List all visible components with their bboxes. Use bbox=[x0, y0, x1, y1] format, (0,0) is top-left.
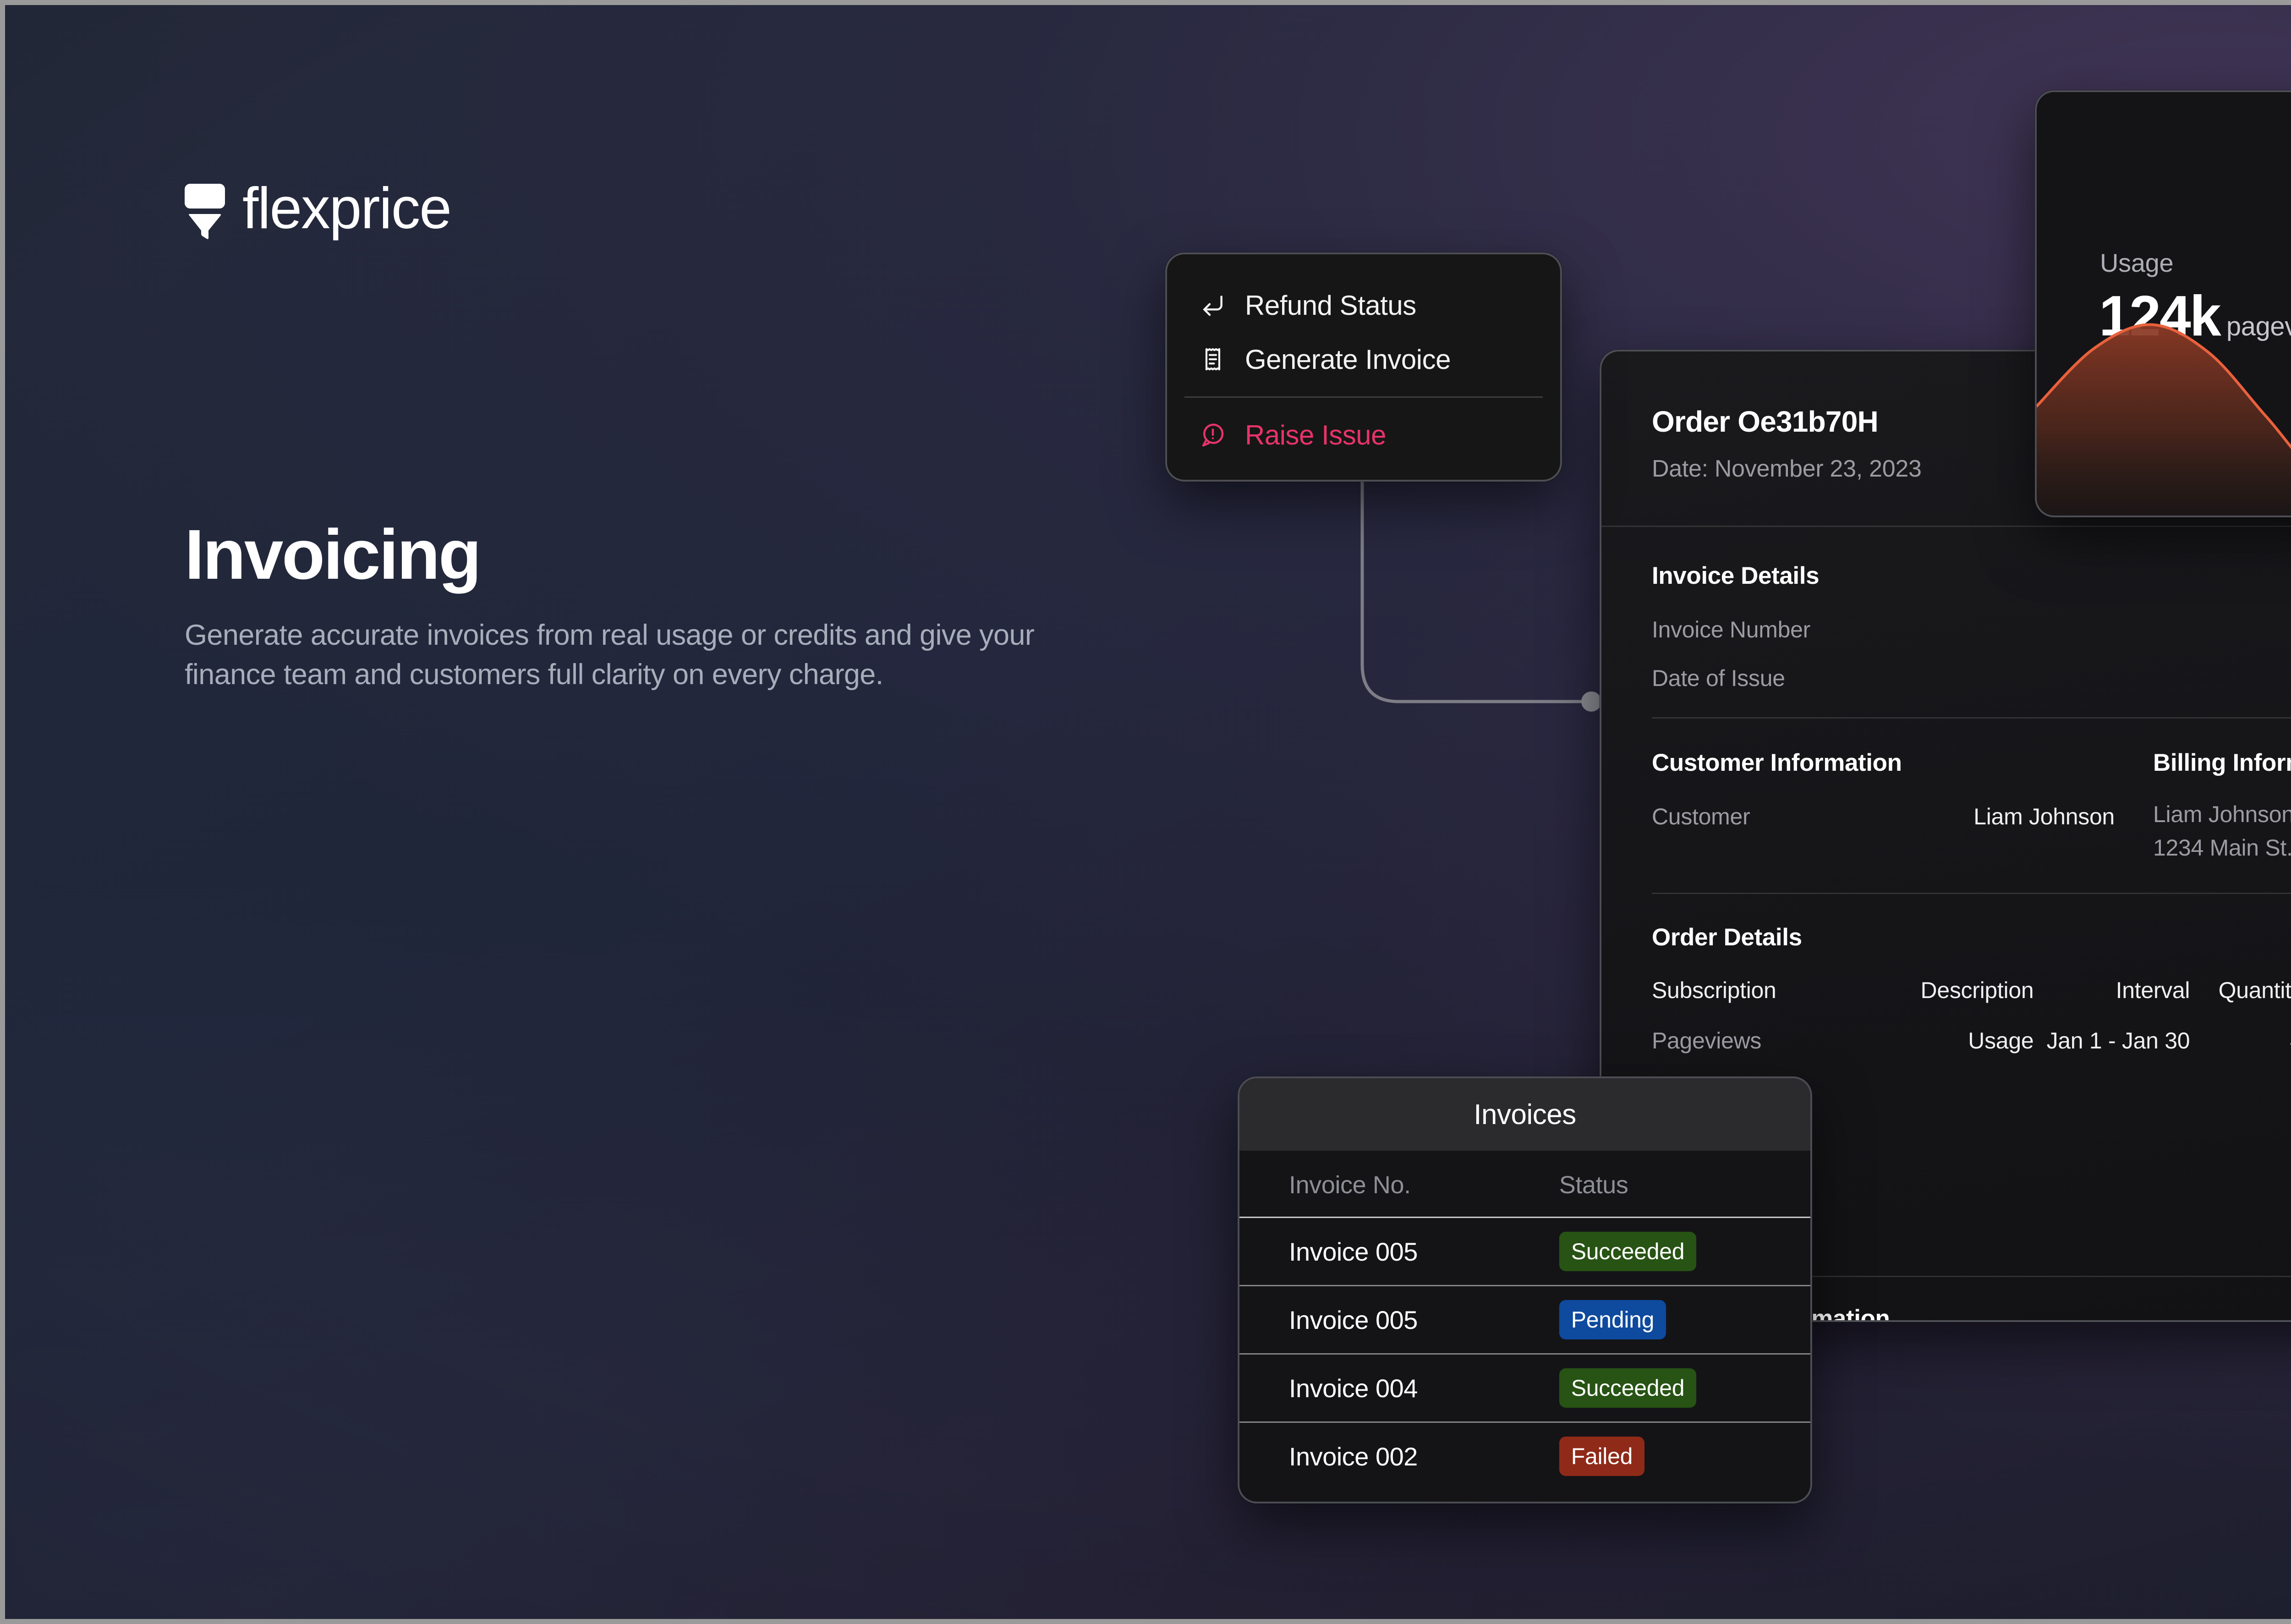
invoice-no: Invoice 004 bbox=[1289, 1373, 1418, 1403]
invoice-details-heading: Invoice Details bbox=[1652, 562, 1820, 589]
connector-line bbox=[1360, 472, 1601, 712]
divider bbox=[1601, 526, 2291, 527]
brand-logo: flexprice bbox=[185, 179, 1170, 242]
usage-unit: pageviews bbox=[2226, 312, 2291, 341]
col-description: Description bbox=[1920, 977, 2034, 1003]
usage-label: Usage bbox=[2100, 248, 2174, 277]
table-row: Pageviews Usage Jan 1 - Jan 30 4 $120 $2… bbox=[1652, 1027, 2291, 1054]
menu-item-generate-invoice[interactable]: Generate Invoice bbox=[1167, 332, 1560, 386]
canvas: flexprice Invoicing Generate accurate in… bbox=[5, 5, 2291, 1619]
invoice-number-label: Invoice Number bbox=[1652, 617, 1810, 642]
customer-value: Liam Johnson bbox=[1973, 804, 2115, 829]
hero-section: flexprice Invoicing Generate accurate in… bbox=[185, 179, 1170, 695]
col-subscription: Subscription bbox=[1652, 977, 1776, 1003]
billing-information-heading: Billing Information bbox=[2153, 749, 2291, 776]
cell-description: Usage bbox=[1968, 1028, 2034, 1053]
cell-quantity: 4 bbox=[2190, 1027, 2291, 1054]
message-circle-warning-icon bbox=[1202, 423, 1224, 447]
page-title: Invoicing bbox=[185, 515, 482, 594]
status-badge: Failed bbox=[1559, 1437, 1645, 1476]
table-header-row: Invoice No. Status bbox=[1239, 1151, 1810, 1218]
customer-row: Customer Liam Johnson bbox=[1652, 803, 2115, 830]
date-of-issue-row: Date of Issue 24 Nov 2024 bbox=[1652, 665, 2291, 691]
invoice-no: Invoice 005 bbox=[1289, 1237, 1418, 1266]
billing-line: Liam Johnson bbox=[2153, 801, 2291, 827]
table-row[interactable]: Invoice 005 Pending bbox=[1239, 1286, 1810, 1354]
status-badge: Succeeded bbox=[1559, 1368, 1697, 1408]
order-details-heading: Order Details bbox=[1652, 924, 1802, 951]
status-badge: Succeeded bbox=[1559, 1232, 1697, 1271]
status-badge: Pending bbox=[1559, 1300, 1666, 1339]
order-card-header: Order Oe31b70H Date: November 23, 2023 bbox=[1601, 351, 2291, 483]
customer-information-block: Customer Information Customer Liam Johns… bbox=[1652, 749, 2115, 864]
invoice-number-row: Invoice Number INV_31920015 bbox=[1652, 616, 2291, 643]
context-menu[interactable]: Refund Status Generate Invoice bbox=[1165, 252, 1562, 482]
hero-description: Generate accurate invoices from real usa… bbox=[185, 619, 1035, 691]
billing-line: 1234 Main St. bbox=[2153, 834, 2291, 861]
invoice-no: Invoice 005 bbox=[1289, 1305, 1418, 1334]
arrow-return-icon bbox=[1203, 296, 1222, 316]
usage-value-row: 124k pageviews bbox=[2099, 284, 2291, 349]
menu-item-label: Raise Issue bbox=[1245, 419, 1386, 450]
divider bbox=[1652, 1276, 2291, 1277]
table-row[interactable]: Invoice 002 Failed bbox=[1239, 1422, 1810, 1490]
funnel-logo-icon bbox=[185, 183, 225, 239]
usage-area-chart bbox=[2037, 323, 2291, 516]
table-header-row: Subscription Description Interval Quanti… bbox=[1652, 977, 2291, 1027]
invoices-card-header: Invoices bbox=[1239, 1078, 1810, 1151]
usage-metric-card: Usage 124k pageviews bbox=[2035, 90, 2291, 517]
col-quantity: Quantity bbox=[2218, 977, 2291, 1003]
billing-information-block: Billing Information Liam Johnson 1234 Ma… bbox=[2115, 749, 2291, 864]
divider bbox=[1652, 717, 2291, 719]
customer-information-heading: Customer Information bbox=[1652, 749, 1902, 776]
menu-item-raise-issue[interactable]: Raise Issue bbox=[1167, 408, 1560, 462]
col-invoice-no: Invoice No. bbox=[1289, 1171, 1411, 1199]
cell-subscription: Pageviews bbox=[1652, 1028, 1762, 1053]
customer-label: Customer bbox=[1652, 804, 1750, 829]
receipt-icon bbox=[1205, 348, 1221, 371]
menu-item-label: Refund Status bbox=[1245, 290, 1416, 321]
col-status: Status bbox=[1559, 1171, 1628, 1199]
date-of-issue-label: Date of Issue bbox=[1652, 665, 1785, 691]
customer-billing-section: Customer Information Customer Liam Johns… bbox=[1652, 749, 2291, 864]
menu-divider bbox=[1184, 396, 1543, 398]
invoices-title: Invoices bbox=[1474, 1098, 1576, 1130]
brand-name: flexprice bbox=[242, 176, 452, 241]
invoice-no: Invoice 002 bbox=[1289, 1442, 1418, 1471]
order-title: Order Oe31b70H bbox=[1652, 405, 1879, 438]
cell-interval: Jan 1 - Jan 30 bbox=[2046, 1028, 2190, 1053]
menu-item-refund-status[interactable]: Refund Status bbox=[1167, 278, 1560, 332]
table-row[interactable]: Invoice 005 Succeeded bbox=[1239, 1218, 1810, 1286]
order-date: Date: November 23, 2023 bbox=[1652, 455, 1922, 482]
invoices-card: Invoices Invoice No. Status Invoice 005 … bbox=[1238, 1076, 1812, 1503]
order-details-table: Subscription Description Interval Quanti… bbox=[1652, 977, 2291, 1054]
invoices-table: Invoice No. Status Invoice 005 Succeeded… bbox=[1239, 1151, 1810, 1490]
col-interval: Interval bbox=[2116, 977, 2190, 1003]
table-row[interactable]: Invoice 004 Succeeded bbox=[1239, 1354, 1810, 1422]
divider bbox=[1652, 893, 2291, 894]
menu-item-label: Generate Invoice bbox=[1245, 344, 1451, 375]
